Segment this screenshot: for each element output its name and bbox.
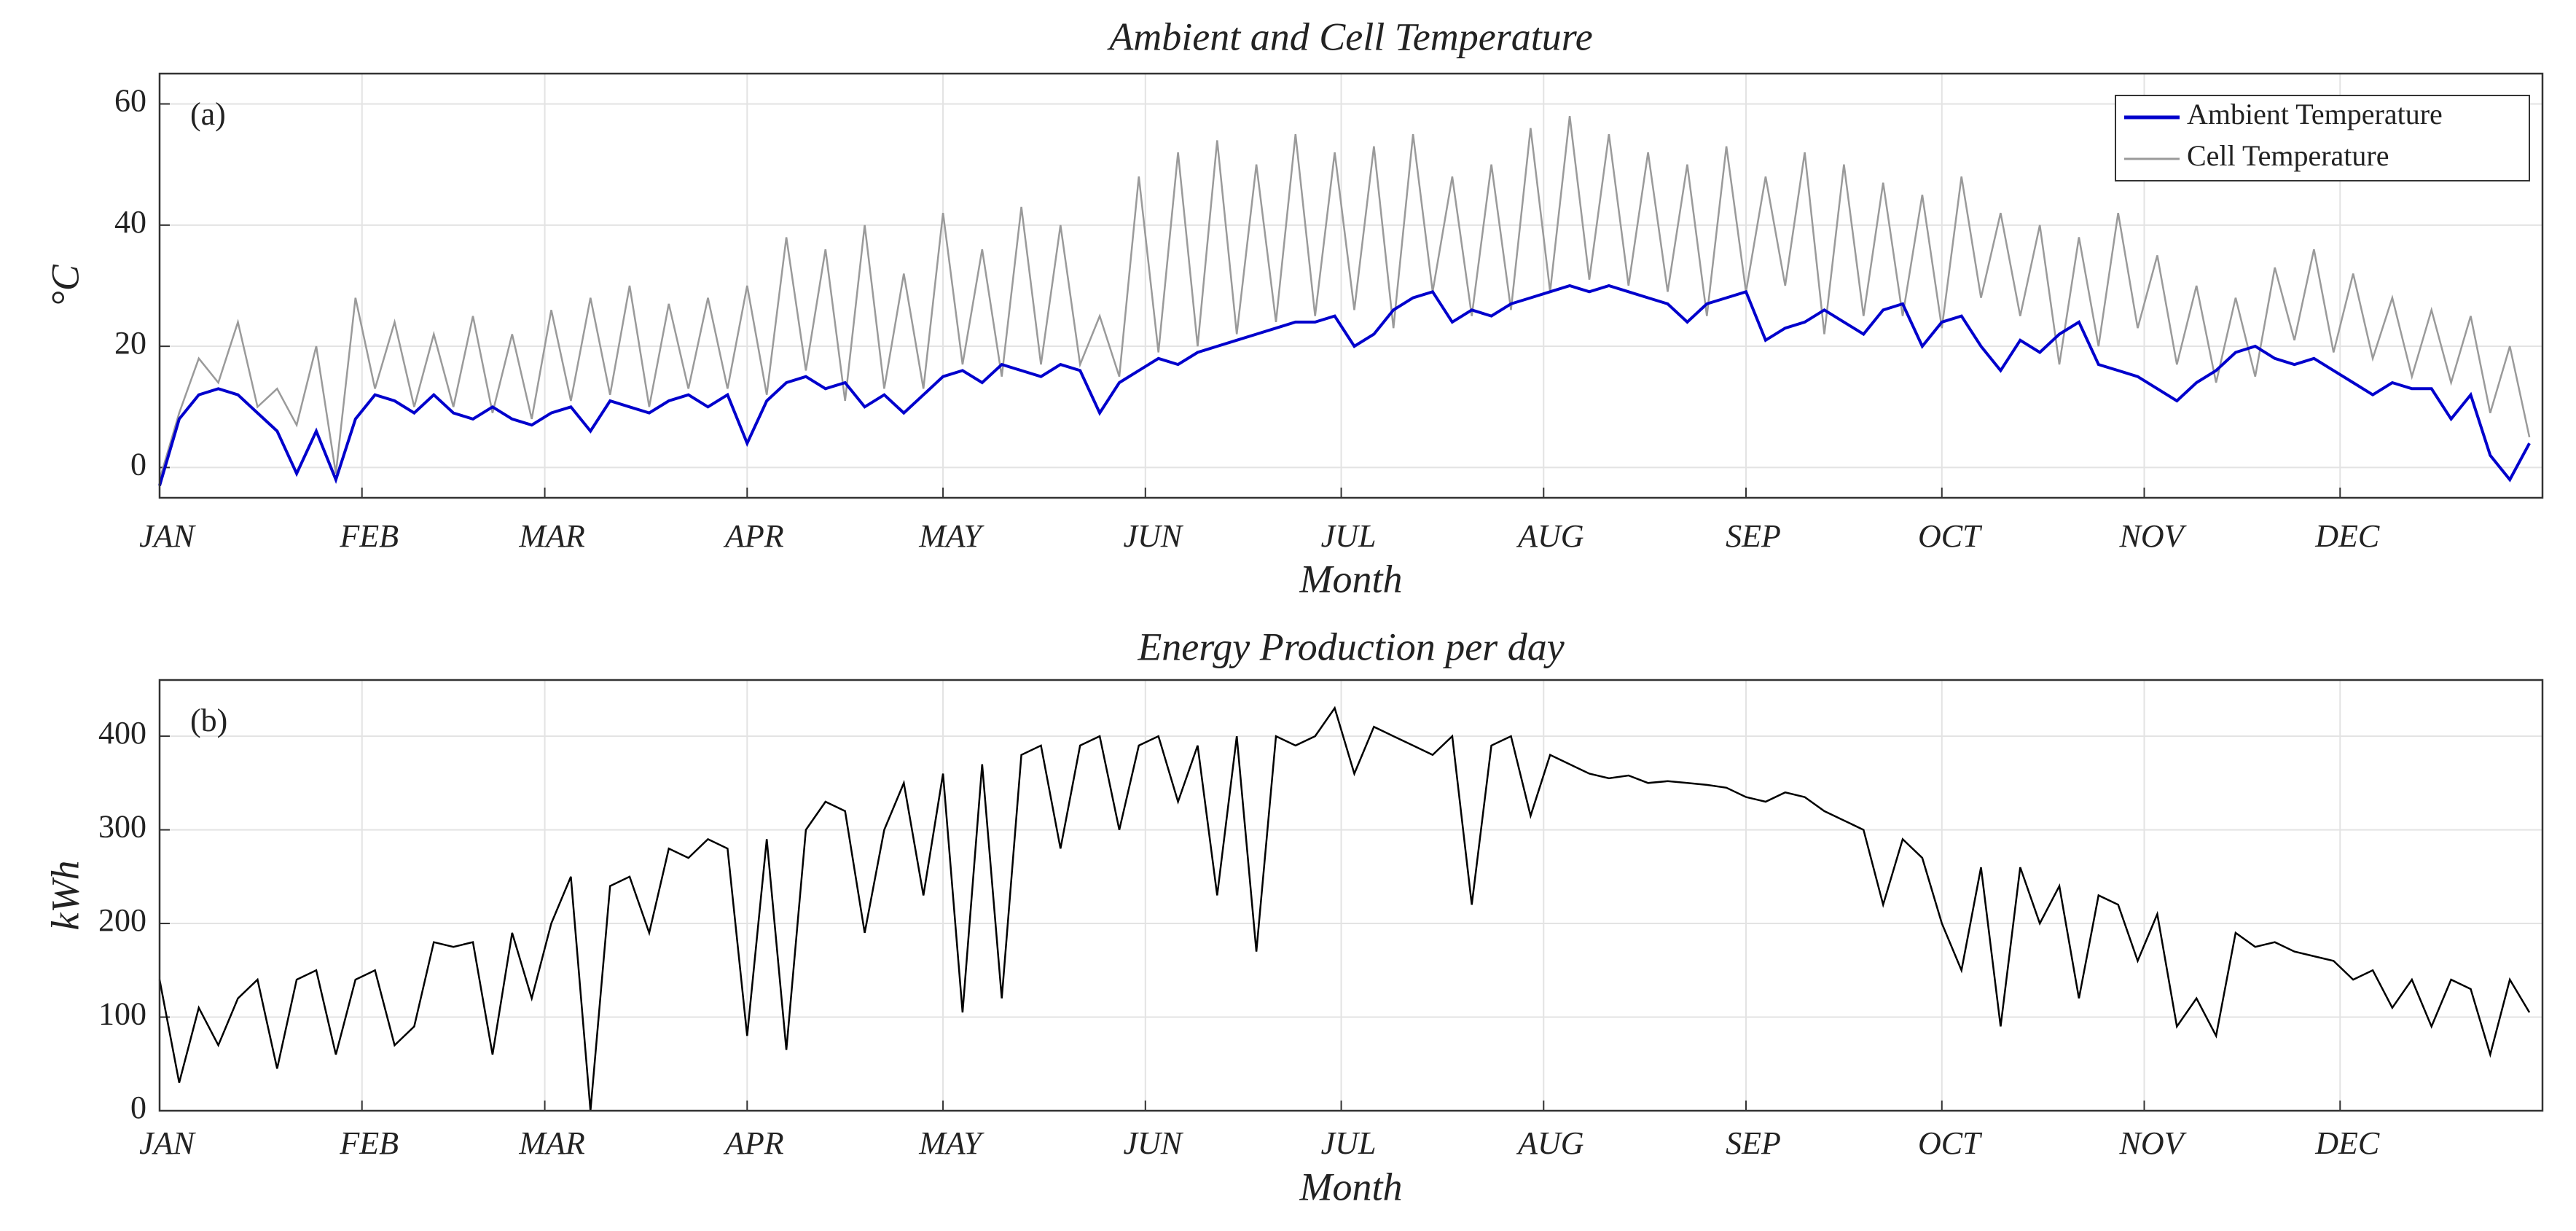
- y-tick-label: 40: [114, 204, 146, 240]
- x-tick-label: SEP: [1726, 518, 1781, 554]
- legend-box: [2115, 95, 2530, 181]
- y-tick-label: 60: [114, 83, 146, 119]
- x-axis-label: Month: [1299, 1165, 1403, 1208]
- x-tick-label: JUL: [1321, 1125, 1377, 1161]
- x-tick-label: JUL: [1321, 518, 1377, 554]
- legend-label: Cell Temperature: [2187, 139, 2389, 172]
- line-series: [158, 706, 2531, 1111]
- line-series: [158, 284, 2531, 486]
- y-axis-label: kWh: [43, 861, 87, 931]
- plot-area: [160, 680, 2542, 1111]
- y-tick-label: 400: [98, 715, 146, 751]
- x-axis-label: Month: [1299, 557, 1403, 601]
- panel-label: (b): [190, 703, 227, 738]
- x-tick-label: FEB: [339, 1125, 399, 1161]
- x-tick-label: OCT: [1918, 518, 1983, 554]
- y-axis-label: °C: [43, 264, 87, 307]
- x-tick-label: NOV: [2119, 1125, 2188, 1161]
- x-tick-label: MAY: [918, 1125, 984, 1161]
- x-tick-label: DEC: [2314, 518, 2380, 554]
- y-tick-label: 20: [114, 325, 146, 361]
- x-tick-label: JUN: [1123, 518, 1183, 554]
- x-tick-label: JAN: [139, 518, 196, 554]
- line-series: [158, 116, 2531, 480]
- x-tick-label: MAY: [918, 518, 984, 554]
- y-tick-label: 200: [98, 902, 146, 938]
- panel-label: (a): [190, 96, 226, 132]
- legend-label: Ambient Temperature: [2187, 98, 2443, 130]
- x-tick-label: OCT: [1918, 1125, 1983, 1161]
- x-tick-label: NOV: [2119, 518, 2188, 554]
- x-tick-label: JUN: [1123, 1125, 1183, 1161]
- axes-box: [158, 679, 2544, 1112]
- chart-title: Energy Production per day: [1137, 625, 1564, 668]
- x-tick-label: AUG: [1516, 518, 1583, 554]
- x-tick-label: AUG: [1516, 1125, 1583, 1161]
- x-tick-label: MAR: [518, 518, 585, 554]
- x-tick-label: APR: [723, 518, 784, 554]
- y-tick-label: 0: [130, 1090, 146, 1125]
- x-tick-label: APR: [723, 1125, 784, 1161]
- x-tick-label: MAR: [518, 1125, 585, 1161]
- axes-box: [158, 72, 2544, 499]
- y-tick-label: 0: [130, 447, 146, 482]
- y-tick-label: 100: [98, 996, 146, 1032]
- chart-title: Ambient and Cell Temperature: [1107, 15, 1592, 58]
- y-tick-label: 300: [98, 809, 146, 845]
- x-tick-label: DEC: [2314, 1125, 2380, 1161]
- x-tick-label: FEB: [339, 518, 399, 554]
- x-tick-label: JAN: [139, 1125, 196, 1161]
- x-tick-label: SEP: [1726, 1125, 1781, 1161]
